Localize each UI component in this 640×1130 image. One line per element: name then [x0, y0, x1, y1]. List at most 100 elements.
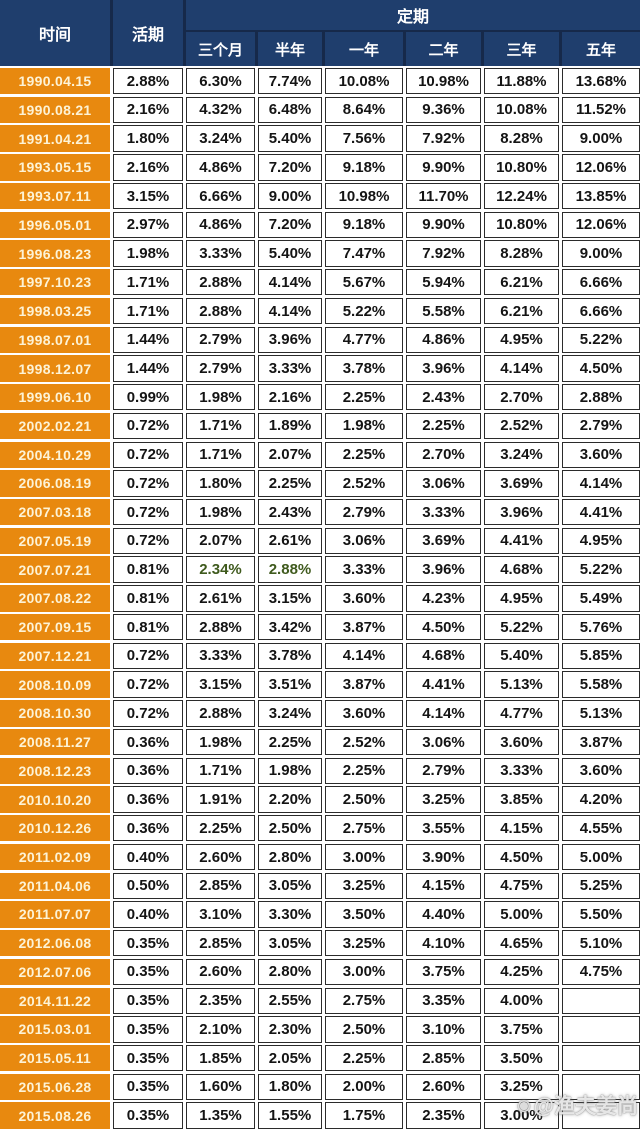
date-cell: 1998.03.25 [0, 297, 110, 325]
rate-cell: 0.35% [113, 1102, 183, 1129]
rate-cell: 3.78% [325, 355, 403, 382]
rate-cell: 4.10% [406, 930, 481, 957]
rate-cell: 0.72% [113, 441, 183, 468]
rate-cell: 1.71% [186, 412, 255, 440]
rate-cell: 3.87% [325, 671, 403, 698]
rate-cell: 2.70% [406, 441, 481, 468]
rate-cell: 2.00% [325, 1073, 403, 1101]
rate-cell: 2.88% [186, 269, 255, 296]
rate-cell: 0.81% [113, 613, 183, 641]
rate-cell: 3.96% [406, 556, 481, 583]
rate-cell: 3.00% [484, 1102, 559, 1129]
rate-cell: 2.34% [186, 556, 255, 583]
rate-cell: 0.72% [113, 671, 183, 698]
rate-cell: 11.70% [406, 182, 481, 210]
rate-cell: 9.90% [406, 154, 481, 181]
rate-cell: 2.25% [258, 470, 322, 497]
rate-cell: 2.88% [258, 556, 322, 583]
rate-cell: 4.50% [406, 613, 481, 641]
rate-cell: 3.15% [258, 585, 322, 612]
rate-cell: 4.41% [562, 499, 640, 526]
rate-cell: 3.50% [325, 901, 403, 928]
rate-cell: 1.80% [113, 125, 183, 152]
rate-cell: 3.75% [484, 1016, 559, 1043]
rate-cell: 4.68% [484, 556, 559, 583]
rate-cell: 0.36% [113, 728, 183, 756]
rate-cell: 3.00% [325, 843, 403, 871]
rate-cell: 1.98% [113, 240, 183, 267]
rate-cell: 5.49% [562, 585, 640, 612]
rate-cell: 3.05% [258, 872, 322, 899]
date-cell: 2014.11.22 [0, 987, 110, 1014]
rate-cell: 3.25% [325, 872, 403, 899]
rate-cell: 3.87% [325, 613, 403, 641]
rate-cell: 0.50% [113, 872, 183, 899]
rate-cell: 2.60% [186, 843, 255, 871]
rate-cell: 2.52% [325, 728, 403, 756]
rate-cell: 2.25% [325, 1044, 403, 1072]
column-header-half-year: 半年 [258, 32, 322, 66]
rate-cell: 1.71% [186, 757, 255, 784]
rate-cell: 4.75% [562, 958, 640, 986]
rate-cell: 0.72% [113, 412, 183, 440]
date-cell: 2007.12.21 [0, 642, 110, 670]
rate-cell: 5.22% [562, 326, 640, 353]
rate-cell [562, 1044, 640, 1072]
rate-cell: 3.33% [186, 642, 255, 670]
rate-cell: 0.36% [113, 786, 183, 813]
rate-cell: 2.79% [325, 499, 403, 526]
rate-cell: 12.06% [562, 154, 640, 181]
rate-cell: 4.50% [562, 355, 640, 382]
rate-cell: 5.67% [325, 269, 403, 296]
rate-cell: 2.75% [325, 987, 403, 1014]
rate-cell: 1.80% [186, 470, 255, 497]
rate-cell: 4.14% [258, 269, 322, 296]
rate-cell: 2.07% [258, 441, 322, 468]
rate-cell: 1.71% [113, 297, 183, 325]
rate-cell: 0.40% [113, 843, 183, 871]
rate-cell: 3.15% [113, 182, 183, 210]
date-cell: 2007.08.22 [0, 585, 110, 612]
rate-cell: 3.55% [406, 815, 481, 842]
date-cell: 2007.05.19 [0, 527, 110, 555]
rate-cell: 4.86% [406, 326, 481, 353]
rate-cell: 3.30% [258, 901, 322, 928]
rate-cell: 4.00% [484, 987, 559, 1014]
rate-cell: 5.00% [484, 901, 559, 928]
rate-cell: 7.20% [258, 211, 322, 239]
rate-cell: 3.96% [484, 499, 559, 526]
rate-cell: 2.50% [325, 786, 403, 813]
rate-cell: 0.72% [113, 700, 183, 727]
date-cell: 2011.07.07 [0, 901, 110, 928]
rate-cell: 2.85% [406, 1044, 481, 1072]
rate-cell: 2.85% [186, 872, 255, 899]
date-cell: 2015.05.11 [0, 1044, 110, 1072]
rate-cell: 3.10% [186, 901, 255, 928]
rate-cell: 10.08% [484, 96, 559, 124]
date-cell: 2012.07.06 [0, 958, 110, 986]
date-cell: 1997.10.23 [0, 269, 110, 296]
rate-cell: 3.06% [406, 728, 481, 756]
column-header-2-year: 二年 [406, 32, 481, 66]
date-cell: 2015.08.26 [0, 1102, 110, 1129]
rate-cell: 1.98% [186, 384, 255, 411]
rate-cell: 1.98% [186, 499, 255, 526]
rate-cell: 0.35% [113, 958, 183, 986]
date-cell: 1996.08.23 [0, 240, 110, 267]
rate-cell: 12.06% [562, 211, 640, 239]
rate-cell: 0.99% [113, 384, 183, 411]
rate-cell: 3.78% [258, 642, 322, 670]
date-cell: 2015.06.28 [0, 1073, 110, 1101]
rate-cell: 1.80% [258, 1073, 322, 1101]
rate-cell: 2.50% [258, 815, 322, 842]
rate-cell: 0.35% [113, 1044, 183, 1072]
table-body: 1990.04.15 2.88% 6.30% 7.74% 10.08% 10.98% 11.… [0, 68, 640, 1129]
rate-cell: 5.13% [484, 671, 559, 698]
rate-cell: 10.80% [484, 154, 559, 181]
rate-cell: 1.35% [186, 1102, 255, 1129]
rate-cell: 7.74% [258, 68, 322, 95]
rate-cell: 2.88% [186, 297, 255, 325]
date-cell: 2008.11.27 [0, 728, 110, 756]
date-cell: 2010.12.26 [0, 815, 110, 842]
rate-cell: 2.05% [258, 1044, 322, 1072]
